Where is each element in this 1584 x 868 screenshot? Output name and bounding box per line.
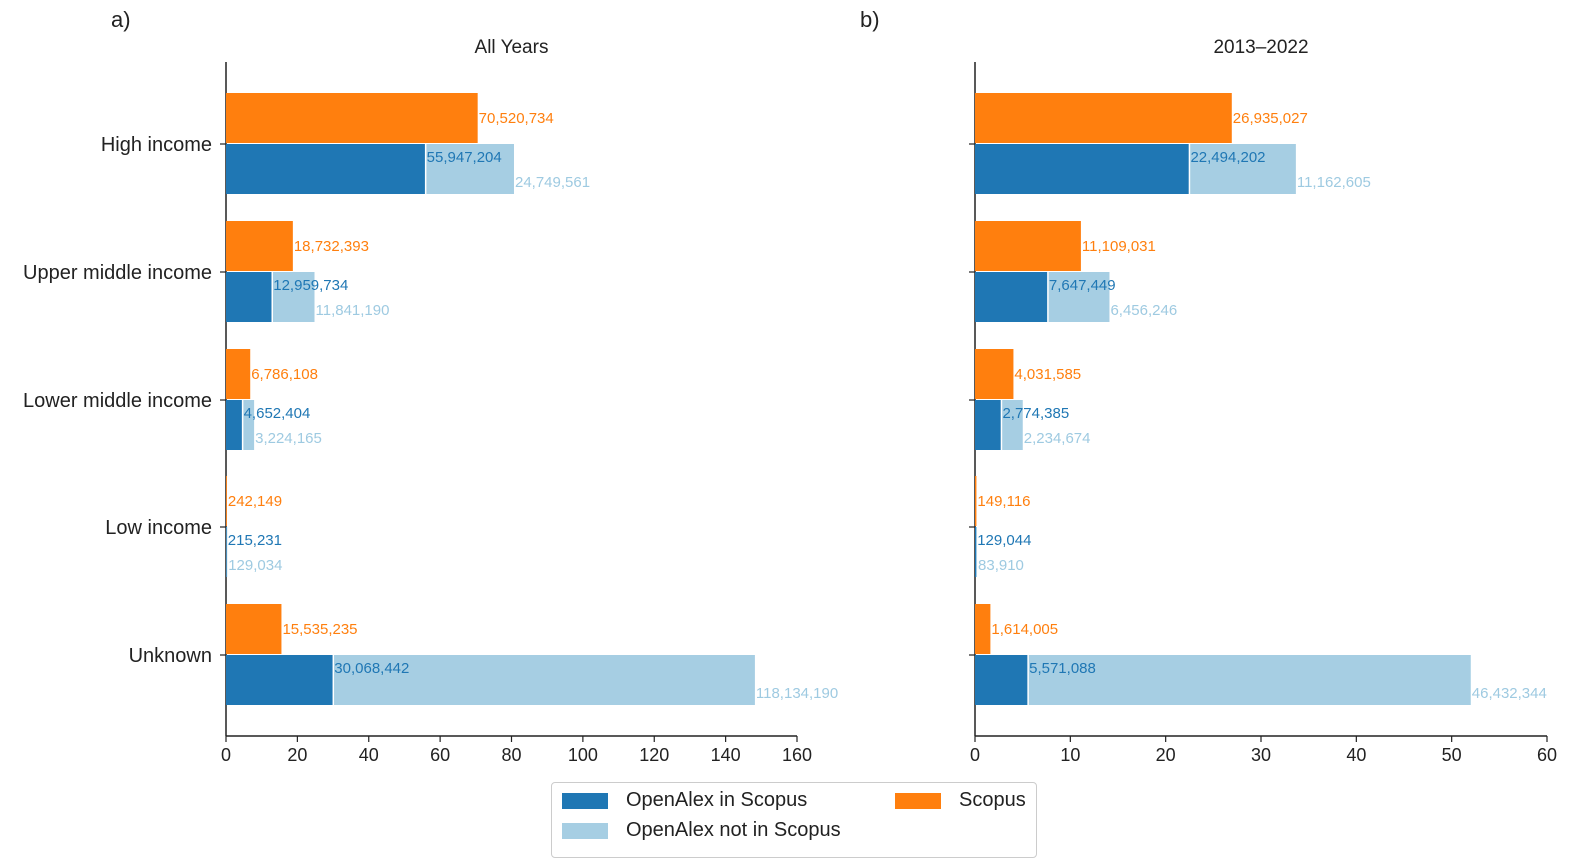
bar-scopus xyxy=(975,476,977,526)
bar-label-openalex-in-scopus: 5,571,088 xyxy=(1029,660,1096,677)
bar-label-openalex-in-scopus: 4,652,404 xyxy=(244,405,311,422)
panel-a-x-tick-label: 0 xyxy=(221,745,231,765)
bar-label-scopus: 6,786,108 xyxy=(251,366,318,383)
bar-openalex-not-in-scopus xyxy=(333,655,755,705)
legend-swatch-scopus xyxy=(895,792,941,809)
bar-openalex-in-scopus xyxy=(975,527,977,577)
bar-scopus xyxy=(975,93,1232,143)
bar-label-scopus: 11,109,031 xyxy=(1082,238,1156,255)
panel-a-x-tick-label: 100 xyxy=(568,745,598,765)
panel-b-x-tick-label: 40 xyxy=(1346,745,1366,765)
bar-openalex-not-in-scopus xyxy=(1189,144,1296,194)
panel-b-x-tick-label: 0 xyxy=(970,745,980,765)
panel-a-label: a) xyxy=(111,7,131,32)
bar-label-openalex-not-in-scopus: 46,432,344 xyxy=(1472,685,1547,702)
panel-a-x-tick-label: 80 xyxy=(501,745,521,765)
bar-label-scopus: 149,116 xyxy=(977,493,1030,510)
bar-label-openalex-not-in-scopus: 24,749,561 xyxy=(515,174,590,191)
bar-scopus xyxy=(975,349,1014,399)
panel-a-title: All Years xyxy=(475,37,549,58)
bar-label-scopus: 26,935,027 xyxy=(1233,110,1308,127)
bar-scopus xyxy=(226,604,282,654)
panel-a-x-tick-label: 40 xyxy=(359,745,379,765)
bar-openalex-in-scopus xyxy=(226,272,273,322)
bar-openalex-in-scopus xyxy=(226,527,227,577)
bar-label-scopus: 15,535,235 xyxy=(282,621,357,638)
bar-scopus xyxy=(226,476,227,526)
bar-scopus xyxy=(975,604,991,654)
bar-label-openalex-not-in-scopus: 11,841,190 xyxy=(316,302,390,319)
bar-openalex-not-in-scopus xyxy=(242,400,255,450)
panel-b-x-tick-label: 10 xyxy=(1060,745,1080,765)
category-label: Lower middle income xyxy=(23,390,212,412)
bar-openalex-in-scopus xyxy=(226,144,426,194)
legend-item-openalex-not-in-scopus: OpenAlex not in Scopus xyxy=(562,819,841,842)
bar-label-openalex-in-scopus: 2,774,385 xyxy=(1002,405,1069,422)
bar-openalex-not-in-scopus xyxy=(1001,400,1023,450)
bar-openalex-not-in-scopus xyxy=(272,272,315,322)
legend-swatch-openalex-in-scopus xyxy=(562,792,608,809)
bar-label-openalex-in-scopus: 22,494,202 xyxy=(1190,149,1265,166)
bar-scopus xyxy=(226,349,251,399)
bar-scopus xyxy=(226,221,293,271)
bar-label-scopus: 18,732,393 xyxy=(294,238,369,255)
bar-openalex-not-in-scopus xyxy=(1047,272,1110,322)
legend-label-scopus: Scopus xyxy=(959,789,1026,811)
bar-label-openalex-not-in-scopus: 118,134,190 xyxy=(756,685,838,702)
legend-label-openalex-in-scopus: OpenAlex in Scopus xyxy=(626,789,808,811)
panel-b-x-tick-label: 20 xyxy=(1156,745,1176,765)
legend-swatch-openalex-not-in-scopus xyxy=(562,822,608,839)
bar-label-scopus: 1,614,005 xyxy=(991,621,1058,638)
bar-label-openalex-not-in-scopus: 11,162,605 xyxy=(1297,174,1371,191)
bar-openalex-in-scopus xyxy=(975,400,1002,450)
category-label: Unknown xyxy=(129,645,212,667)
bar-label-openalex-not-in-scopus: 129,034 xyxy=(228,557,282,574)
bar-label-openalex-not-in-scopus: 83,910 xyxy=(978,557,1024,574)
bar-label-scopus: 70,520,734 xyxy=(479,110,554,127)
bar-openalex-not-in-scopus xyxy=(1028,655,1471,705)
panel-b-x-tick-label: 50 xyxy=(1442,745,1462,765)
bar-label-openalex-in-scopus: 30,068,442 xyxy=(334,660,409,677)
bar-scopus xyxy=(226,93,478,143)
bar-label-scopus: 4,031,585 xyxy=(1014,366,1081,383)
panel-b-x-tick-label: 30 xyxy=(1251,745,1271,765)
category-label: Upper middle income xyxy=(23,262,212,284)
category-label: High income xyxy=(101,134,212,156)
bar-label-openalex-in-scopus: 55,947,204 xyxy=(427,149,502,166)
bar-label-openalex-in-scopus: 129,044 xyxy=(977,532,1031,549)
panel-a-x-tick-label: 160 xyxy=(782,745,812,765)
bar-openalex-in-scopus xyxy=(975,272,1048,322)
panel-b-x-tick-label: 60 xyxy=(1537,745,1557,765)
bar-label-scopus: 242,149 xyxy=(228,493,282,510)
panel-a-x-tick-label: 120 xyxy=(639,745,669,765)
bar-openalex-in-scopus xyxy=(226,655,334,705)
bar-scopus xyxy=(975,221,1081,271)
panel-a-x-tick-label: 20 xyxy=(287,745,307,765)
panel-b-title: 2013–2022 xyxy=(1213,37,1308,58)
bar-label-openalex-in-scopus: 215,231 xyxy=(228,532,282,549)
bar-openalex-in-scopus xyxy=(226,400,243,450)
legend-item-openalex-in-scopus: OpenAlex in Scopus xyxy=(562,789,807,812)
panel-b-label: b) xyxy=(860,7,880,32)
bar-label-openalex-in-scopus: 7,647,449 xyxy=(1049,277,1116,294)
bar-openalex-in-scopus xyxy=(975,144,1190,194)
panel-a-x-tick-label: 60 xyxy=(430,745,450,765)
legend-item-scopus: Scopus xyxy=(895,789,1026,812)
bar-label-openalex-not-in-scopus: 2,234,674 xyxy=(1024,430,1091,447)
legend: OpenAlex in Scopus OpenAlex not in Scopu… xyxy=(551,782,1037,858)
bar-openalex-not-in-scopus xyxy=(976,527,978,577)
bar-openalex-in-scopus xyxy=(975,655,1029,705)
panel-a-x-tick-label: 140 xyxy=(711,745,741,765)
bar-openalex-not-in-scopus xyxy=(425,144,514,194)
bar-label-openalex-not-in-scopus: 6,456,246 xyxy=(1110,302,1177,319)
category-label: Low income xyxy=(105,517,212,539)
legend-label-openalex-not-in-scopus: OpenAlex not in Scopus xyxy=(626,819,841,841)
bar-label-openalex-not-in-scopus: 3,224,165 xyxy=(255,430,322,447)
bar-label-openalex-in-scopus: 12,959,734 xyxy=(273,277,348,294)
